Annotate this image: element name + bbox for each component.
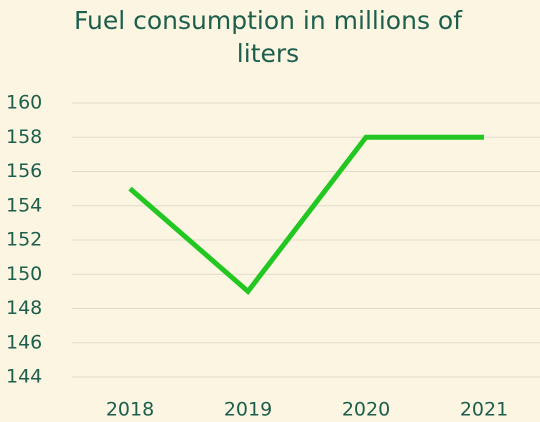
data-line bbox=[128, 134, 484, 296]
x-tick-label: 2019 bbox=[224, 399, 272, 421]
x-tick-label: 2018 bbox=[106, 399, 154, 421]
y-tick-label: 158 bbox=[6, 126, 42, 148]
x-tick-label: 2020 bbox=[342, 399, 390, 421]
y-tick-label: 152 bbox=[6, 229, 42, 251]
x-tick-label: 2021 bbox=[460, 399, 508, 421]
chart-title: Fuel consumption in millions of liters bbox=[73, 6, 463, 68]
y-tick-label: 150 bbox=[6, 263, 42, 285]
y-tick-label: 148 bbox=[6, 297, 42, 319]
y-tick-label: 154 bbox=[6, 194, 42, 216]
y-tick-label: 146 bbox=[6, 331, 42, 353]
y-tick-label: 160 bbox=[6, 92, 42, 114]
y-tick-label: 144 bbox=[6, 366, 42, 388]
y-tick-label: 156 bbox=[6, 160, 42, 182]
